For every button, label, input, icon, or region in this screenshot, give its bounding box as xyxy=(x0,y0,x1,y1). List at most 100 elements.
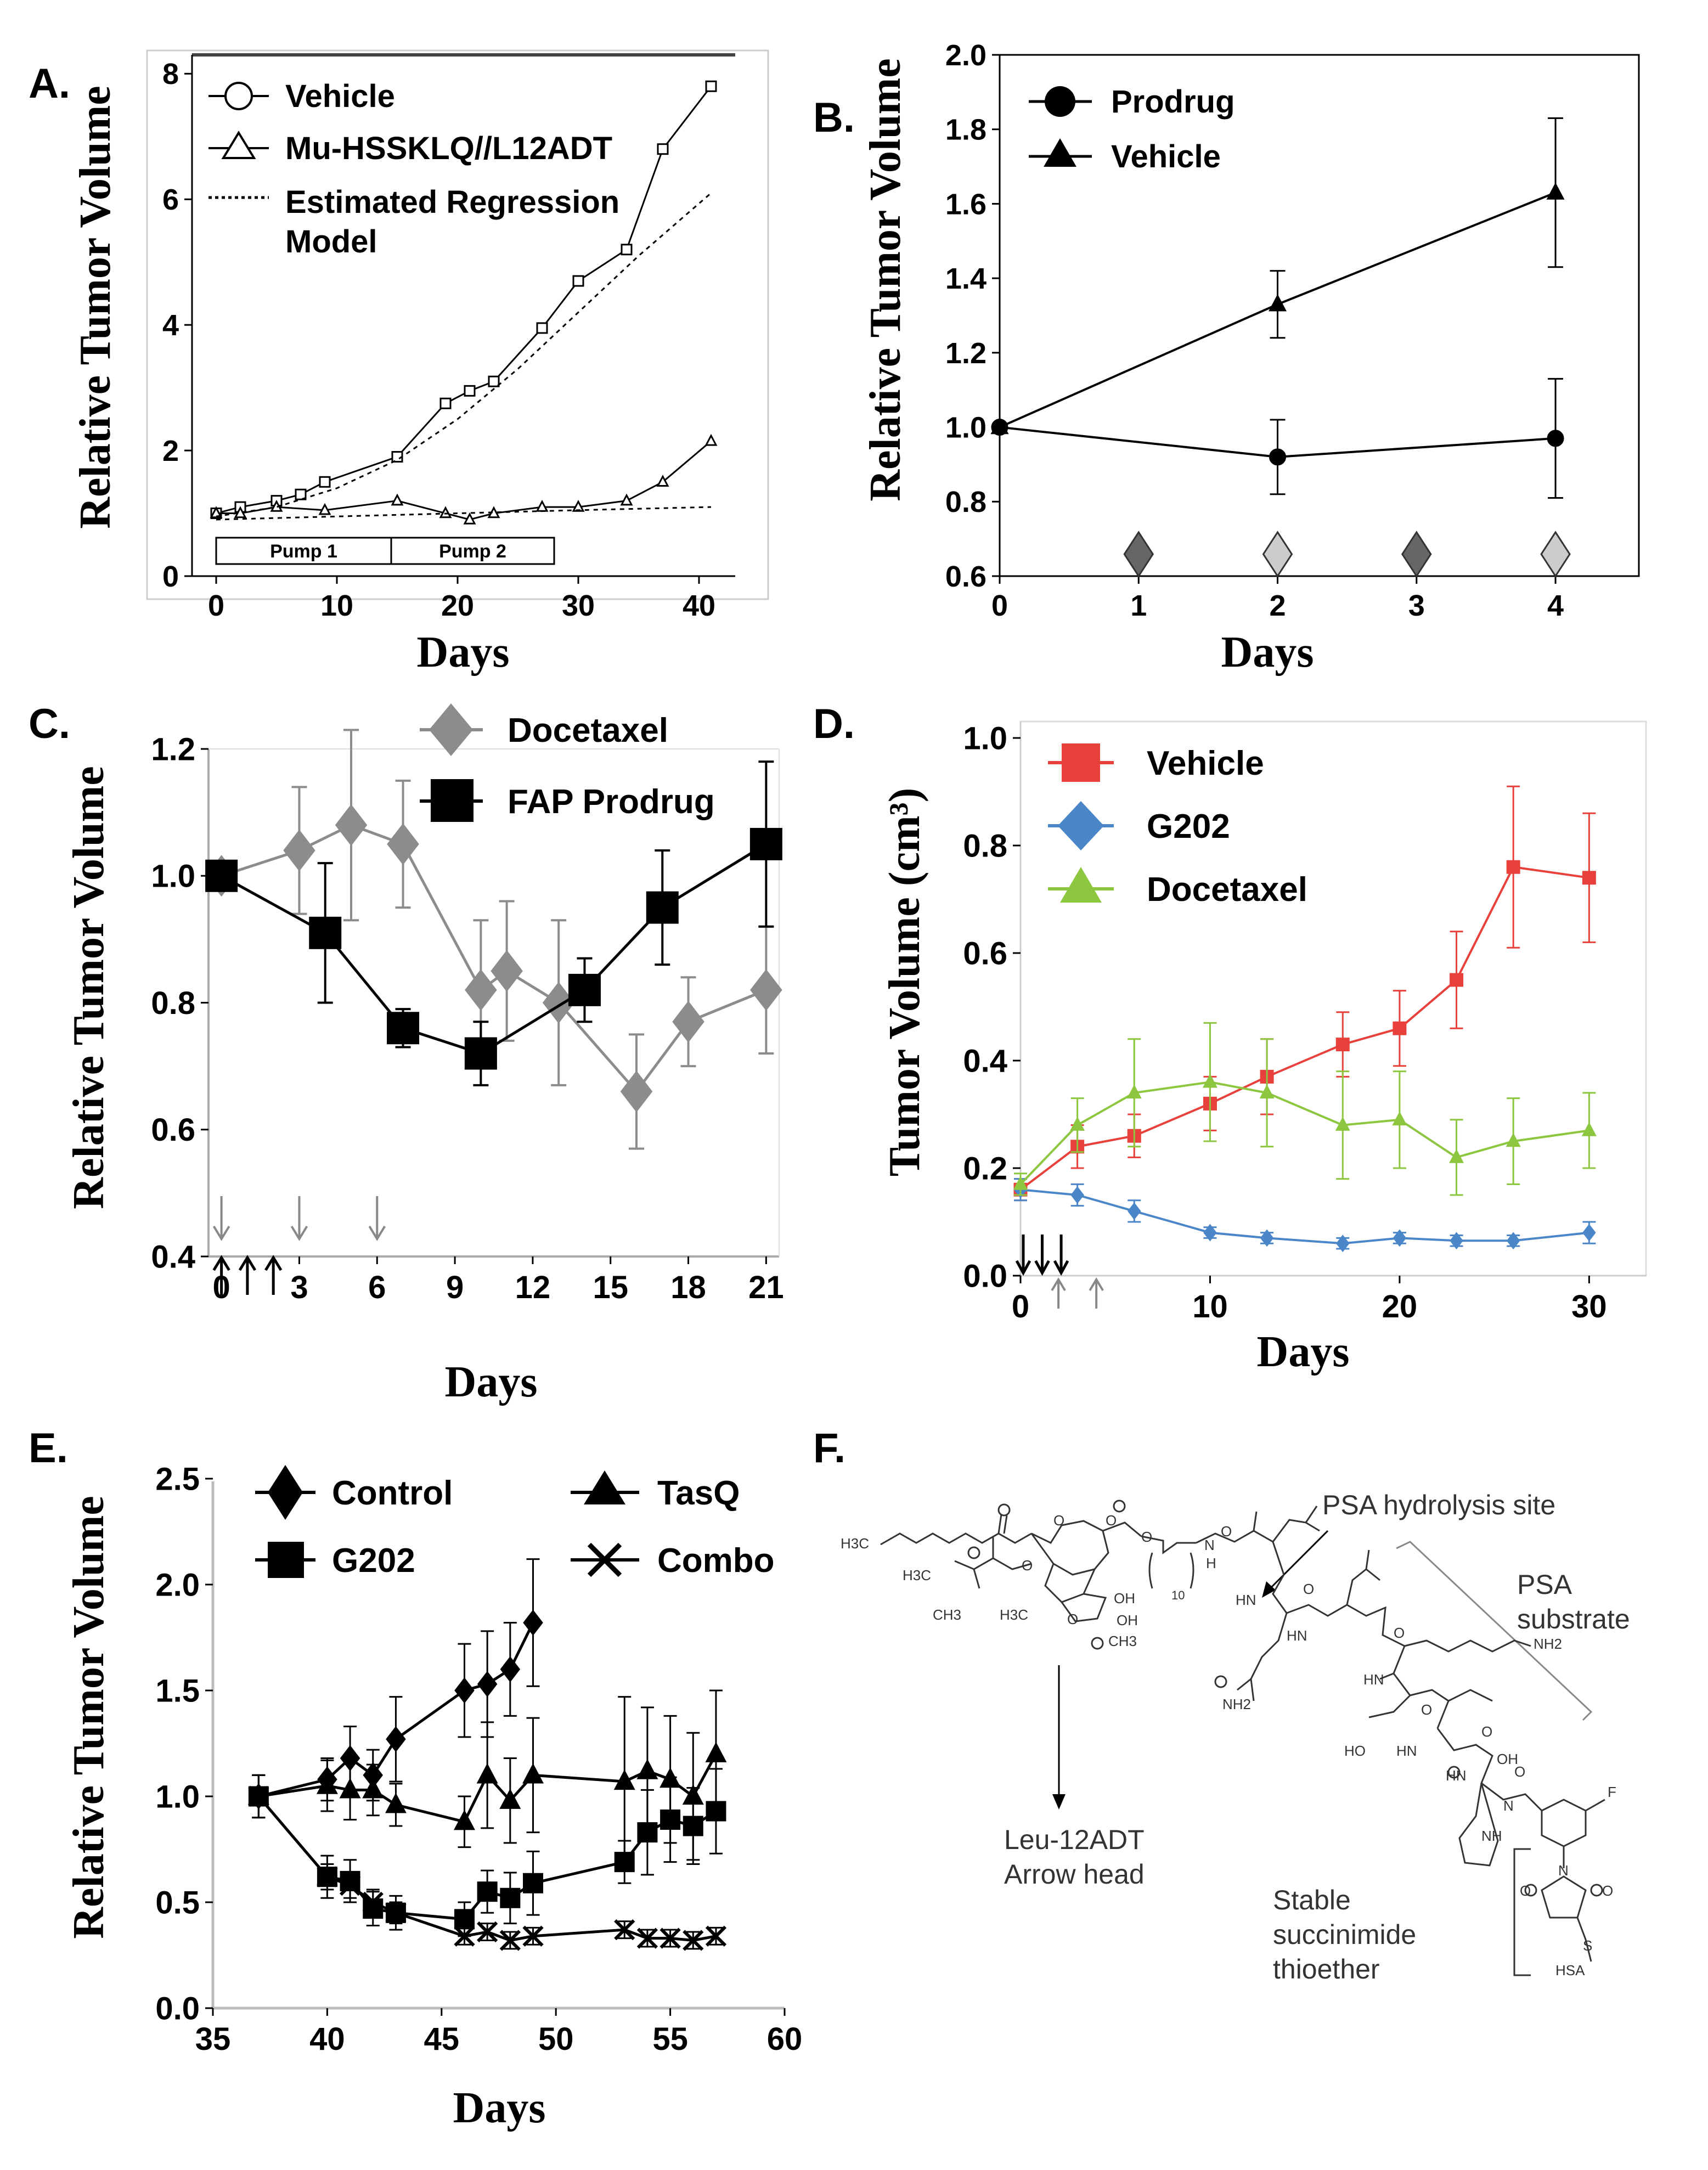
panel-e-ylabel: Relative Tumor Volume xyxy=(65,1496,113,1939)
panel-d-x-tick-label: 10 xyxy=(1192,1289,1228,1324)
leu-arrowhead xyxy=(1052,1794,1066,1810)
data-point-3-4 xyxy=(385,1902,407,1924)
dose-marker-3 xyxy=(1540,531,1571,578)
d-gray-arrow-1 xyxy=(1089,1277,1104,1309)
panel-d-legend: Vehicle G202 Docetaxel xyxy=(1048,743,1307,909)
panel-b-x-tick-label: 0 xyxy=(991,589,1008,622)
data-point-3-6 xyxy=(477,1921,498,1943)
series-line-3 xyxy=(216,506,712,521)
data-point-2-7 xyxy=(1449,1149,1464,1163)
pump-1-label: Pump 1 xyxy=(270,541,337,562)
series-2 xyxy=(1013,1022,1597,1196)
legend-c-prodrug-marker xyxy=(431,779,473,822)
legend-e-combo-marker xyxy=(587,1542,622,1577)
data-point-0-7 xyxy=(1450,973,1464,987)
data-point-2-11 xyxy=(660,1809,681,1830)
legend-e-tasq-marker xyxy=(584,1470,625,1504)
pump-1-box xyxy=(215,537,392,565)
chain-carbonyl xyxy=(997,1514,1008,1534)
panel-a-y-tick-label: 2 xyxy=(162,435,179,467)
panel-e: 0.0 0.5 1.0 1.5 2.0 2.5 35 40 45 50 55 60 Relative… xyxy=(65,1461,802,2132)
data-point-0-9 xyxy=(1582,871,1596,885)
data-point-1-6 xyxy=(1393,1229,1407,1247)
panel-d-x-tick-label: 30 xyxy=(1571,1289,1607,1324)
legend-e-combo-label: Combo xyxy=(657,1542,775,1580)
atom-o-6: O xyxy=(1221,1523,1232,1540)
docetaxel-dose-arrow-0 xyxy=(212,1196,230,1241)
data-point-0-5 xyxy=(491,950,523,992)
atom-nh-3: NH xyxy=(1481,1828,1502,1844)
linker xyxy=(1141,1535,1196,1554)
panel-c-y-tick-label: 0.8 xyxy=(151,985,195,1021)
legend-d-g202-label: G202 xyxy=(1147,808,1230,846)
data-point-0-7 xyxy=(500,1656,521,1683)
panel-e-x-tick-label: 60 xyxy=(767,2021,803,2057)
legend-b-prodrug-marker xyxy=(1045,86,1075,117)
panel-b-y-tick-label: 1.2 xyxy=(945,337,987,370)
panel-a-legend: Vehicle Mu-HSSKLQ//L12ADT Estimated Regr… xyxy=(208,78,619,260)
legend-c-docetaxel-label: Docetaxel xyxy=(508,712,668,749)
thioether-link xyxy=(1576,1917,1592,1962)
data-point-3-11 xyxy=(659,1927,681,1949)
data-point-1-9 xyxy=(1582,1224,1596,1242)
panel-c-x-tick-label: 3 xyxy=(290,1270,308,1305)
data-point-1-2 xyxy=(339,1778,361,1799)
data-point-1-7 xyxy=(1450,1232,1463,1250)
atom-o-12: O xyxy=(1520,1882,1531,1899)
psa-substrate-label-2: substrate xyxy=(1517,1604,1630,1634)
docetaxel-dose-arrow-2 xyxy=(368,1196,386,1241)
panel-a-y-tick-label: 4 xyxy=(162,309,179,342)
panel-a-x-tick-label: 0 xyxy=(208,589,224,622)
succinimide-ring xyxy=(1541,1875,1587,1919)
atom-nh2-1: NH2 xyxy=(1222,1696,1251,1712)
stable-label-3: thioether xyxy=(1273,1954,1380,1985)
data-point-0-3 xyxy=(295,488,307,500)
data-point-1-4 xyxy=(385,1793,407,1813)
panel-letter-a: A. xyxy=(29,60,70,107)
leucine-sidechain-2 xyxy=(1346,1549,1380,1605)
data-point-0-1 xyxy=(1269,448,1287,466)
data-point-1-5 xyxy=(1336,1235,1350,1253)
psa-substrate-bracket xyxy=(1396,1541,1593,1721)
data-point-0-6 xyxy=(439,397,452,409)
atom-ch3-2: CH3 xyxy=(1108,1633,1137,1649)
atom-f: F xyxy=(1608,1784,1616,1800)
data-point-2-6 xyxy=(477,1881,498,1902)
atom-o-11: O xyxy=(1481,1723,1492,1740)
panel-d-y-tick-label: 0.2 xyxy=(963,1151,1007,1186)
panel-a-x-tick-label: 30 xyxy=(562,589,595,622)
atom-o-1: O xyxy=(1053,1512,1064,1529)
data-point-3-12 xyxy=(683,1930,704,1951)
panel-d-y-tick-label: 1.0 xyxy=(963,720,1007,756)
panel-b-x-tick-label: 2 xyxy=(1269,589,1286,622)
atom-subscript-10: 10 xyxy=(1171,1588,1185,1602)
panel-b-x-tick-label: 1 xyxy=(1130,589,1147,622)
data-point-2-8 xyxy=(1506,1132,1521,1147)
pump-2-label: Pump 2 xyxy=(439,541,506,562)
data-point-0-2 xyxy=(1547,430,1564,447)
panel-a-x-tick-label: 10 xyxy=(320,589,353,622)
data-point-1-0 xyxy=(205,859,238,892)
peptide-backbone-3 xyxy=(1436,1728,1543,1812)
atom-o-9: O xyxy=(1421,1701,1432,1718)
panel-d-x-tick-label: 0 xyxy=(1012,1289,1029,1324)
data-point-3-7 xyxy=(499,1930,521,1951)
histidine-ring xyxy=(1458,1783,1499,1867)
legend-a-regression-label-1: Estimated Regression xyxy=(285,184,619,220)
panel-e-y-tick-label: 1.5 xyxy=(155,1673,200,1709)
panel-letter-b: B. xyxy=(813,94,855,141)
data-point-2-7 xyxy=(500,1887,521,1908)
panel-d-x-tick-label: 20 xyxy=(1382,1289,1418,1324)
data-point-0-7 xyxy=(464,385,476,397)
series-3 xyxy=(248,1774,727,1951)
data-point-2-3 xyxy=(1202,1073,1217,1088)
data-point-1-6 xyxy=(463,512,476,525)
panel-d-ylabel: Tumor Volume (cm³) xyxy=(881,788,929,1176)
legend-e-tasq-label: TasQ xyxy=(657,1474,740,1512)
atom-o-7: O xyxy=(1303,1581,1314,1597)
legend-b-vehicle-marker xyxy=(1044,138,1076,167)
panel-a: 0 2 4 6 8 0 10 20 30 40 Relative Tumor Volume Da… xyxy=(71,49,769,677)
legend-e-g202-marker xyxy=(268,1542,304,1578)
backbone-co-1 xyxy=(1379,1672,1394,1680)
